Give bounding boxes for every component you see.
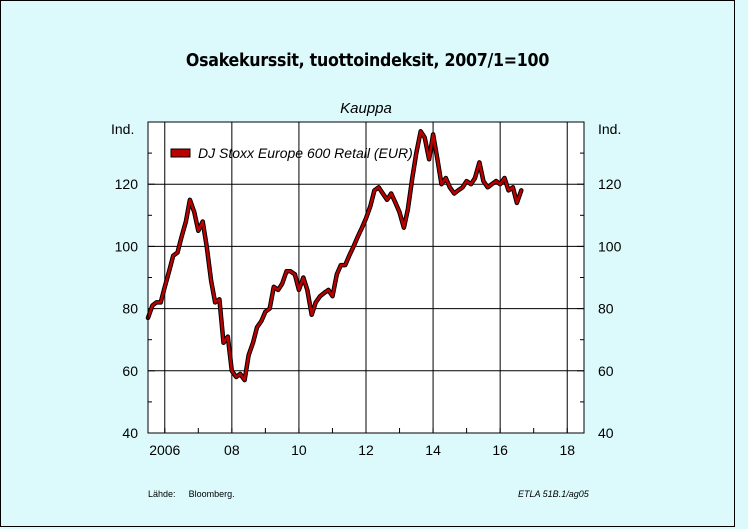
x-tick-label: 10 — [291, 442, 307, 458]
x-tick-label: 08 — [224, 442, 240, 458]
chart-subtitle: Kauppa — [340, 100, 392, 117]
legend-label: DJ Stoxx Europe 600 Retail (EUR) — [198, 145, 413, 161]
chart-frame — [0, 0, 735, 527]
y-tick-label-left: 80 — [122, 301, 138, 317]
chart-title: Osakekurssit, tuottoindeksit, 2007/1=100 — [185, 50, 550, 71]
y-tick-label-right: 100 — [598, 238, 622, 254]
y-tick-label-left: 60 — [122, 363, 138, 379]
series-line — [146, 130, 523, 382]
legend-swatch — [170, 148, 191, 158]
x-tick-label: 18 — [559, 442, 575, 458]
x-tick-label: 14 — [425, 442, 441, 458]
source-note: Lähde: Bloomberg. — [148, 489, 235, 499]
y-tick-label-right: 40 — [598, 425, 614, 441]
chart-code: ETLA 51B.1/ag05 — [518, 489, 589, 499]
source-value: Bloomberg. — [188, 489, 235, 499]
y-tick-label-left: 100 — [115, 238, 139, 254]
x-tick-label: 16 — [492, 442, 508, 458]
y-tick-label-left: 40 — [122, 425, 138, 441]
source-label: Lähde: — [148, 489, 176, 499]
y-axis-unit-left: Ind. — [111, 121, 135, 137]
y-axis-unit-right: Ind. — [598, 121, 622, 137]
y-tick-label-right: 60 — [598, 363, 614, 379]
x-tick-label: 12 — [358, 442, 374, 458]
x-tick-label: 2006 — [149, 442, 180, 458]
plot-border — [147, 121, 585, 434]
y-tick-label-right: 120 — [598, 176, 622, 192]
y-tick-label-left: 120 — [115, 176, 139, 192]
y-tick-label-right: 80 — [598, 301, 614, 317]
